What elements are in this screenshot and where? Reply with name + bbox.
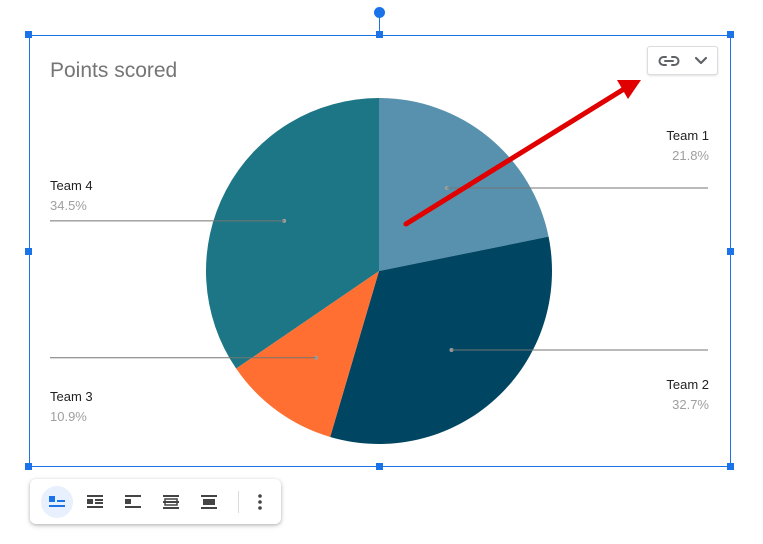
- resize-handle-bottom[interactable]: [376, 463, 383, 470]
- slice-pct-team-3: 10.9%: [50, 409, 87, 424]
- more-vert-icon: [258, 494, 262, 510]
- resize-handle-left[interactable]: [25, 248, 32, 255]
- annotation-arrow: [403, 80, 641, 227]
- pie-slice-team-3: [236, 271, 379, 437]
- in-front-of-text-button[interactable]: [193, 486, 225, 518]
- wrap-text-icon: [87, 495, 103, 508]
- slice-pct-team-4: 34.5%: [50, 198, 87, 213]
- in-front-of-text-icon: [201, 495, 217, 509]
- break-text-icon: [125, 495, 141, 508]
- link-icon[interactable]: [657, 53, 681, 69]
- link-chart-control[interactable]: [647, 46, 718, 75]
- more-options-button[interactable]: [244, 486, 276, 518]
- slice-label-team-4: Team 4: [50, 178, 93, 193]
- image-options-toolbar: [30, 479, 281, 524]
- slice-pct-team-1: 21.8%: [672, 148, 709, 163]
- pie-slice-team-1: [379, 98, 549, 271]
- slice-label-team-2: Team 2: [666, 377, 709, 392]
- behind-text-button[interactable]: [155, 486, 187, 518]
- resize-handle-top-left[interactable]: [25, 31, 32, 38]
- resize-handle-bottom-right[interactable]: [727, 463, 734, 470]
- break-text-button[interactable]: [117, 486, 149, 518]
- pie-slice-team-4: [206, 97, 379, 369]
- resize-handle-top[interactable]: [376, 31, 383, 38]
- rotate-handle[interactable]: [374, 7, 385, 18]
- slice-pct-team-2: 32.7%: [672, 397, 709, 412]
- resize-handle-bottom-left[interactable]: [25, 463, 32, 470]
- wrap-inline-icon: [49, 496, 65, 507]
- toolbar-divider: [238, 491, 239, 513]
- wrap-inline-button[interactable]: [41, 486, 73, 518]
- chart-title: Points scored: [50, 59, 178, 82]
- slice-label-team-3: Team 3: [50, 389, 93, 404]
- wrap-text-button[interactable]: [79, 486, 111, 518]
- pie-slice-team-2: [330, 236, 552, 444]
- behind-text-icon: [163, 495, 179, 509]
- chevron-down-icon[interactable]: [693, 53, 709, 69]
- slice-label-team-1: Team 1: [666, 128, 709, 143]
- resize-handle-right[interactable]: [727, 248, 734, 255]
- resize-handle-top-right[interactable]: [727, 31, 734, 38]
- rotate-stem: [379, 17, 380, 35]
